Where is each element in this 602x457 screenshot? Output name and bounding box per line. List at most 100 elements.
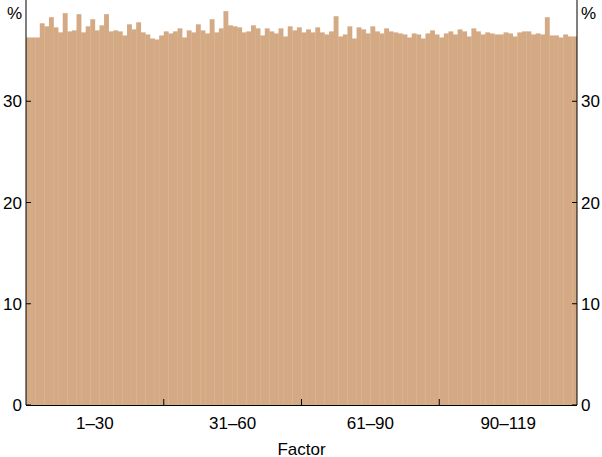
- bar: [283, 36, 288, 405]
- bar: [448, 31, 453, 405]
- bar: [453, 34, 458, 405]
- bar: [26, 37, 31, 405]
- bar: [375, 31, 380, 405]
- bar: [481, 34, 486, 405]
- bar: [141, 32, 146, 405]
- y-tick: [572, 405, 577, 406]
- bar: [31, 37, 36, 405]
- bar: [439, 37, 444, 405]
- bar: [72, 30, 77, 405]
- bar: [63, 13, 68, 405]
- y-tick-label: 30: [581, 92, 600, 111]
- bar: [536, 33, 541, 405]
- y-tick-label: 20: [581, 194, 600, 213]
- bar: [288, 26, 293, 405]
- bar: [205, 33, 210, 405]
- bar: [260, 35, 265, 405]
- bar: [237, 27, 242, 405]
- bar: [554, 35, 559, 405]
- x-tick-label: 31–60: [209, 414, 256, 433]
- bar: [545, 17, 550, 405]
- bar: [90, 19, 95, 405]
- y-tick-label: 10: [581, 295, 600, 314]
- x-tick-label: 90–119: [480, 414, 535, 433]
- bar: [214, 32, 219, 405]
- bar: [435, 34, 440, 405]
- bar: [67, 31, 72, 405]
- y-tick: [26, 303, 31, 304]
- bar: [338, 36, 343, 405]
- bar: [297, 27, 302, 405]
- bar: [311, 32, 316, 405]
- bar: [44, 26, 49, 405]
- bar: [444, 33, 449, 405]
- bar: [320, 32, 325, 405]
- bar: [182, 37, 187, 405]
- y-tick: [572, 101, 577, 102]
- bar: [504, 32, 509, 405]
- bar: [389, 31, 394, 405]
- chart: 00101020203030%%1–3031–6061–9090–119Fact…: [0, 0, 602, 457]
- bar: [347, 26, 352, 405]
- bar: [251, 25, 256, 405]
- bar: [407, 37, 412, 405]
- bar: [210, 19, 215, 405]
- bar: [292, 30, 297, 405]
- bar: [572, 36, 577, 405]
- bar: [196, 24, 201, 405]
- bar: [476, 31, 481, 405]
- bar: [490, 33, 495, 405]
- bar: [334, 16, 339, 405]
- bar: [416, 34, 421, 405]
- y-tick-label: 0: [581, 396, 590, 415]
- bar: [403, 34, 408, 405]
- y-label: %: [7, 4, 22, 23]
- bar: [366, 33, 371, 405]
- y-tick-label: 0: [13, 396, 22, 415]
- bar: [168, 33, 173, 405]
- bar: [517, 32, 522, 405]
- bar: [191, 32, 196, 405]
- y-tick-label: 30: [3, 92, 22, 111]
- x-tick: [163, 399, 164, 405]
- bar: [324, 34, 329, 405]
- bar: [104, 14, 109, 405]
- bar: [118, 31, 123, 405]
- bar: [549, 35, 554, 405]
- bar: [95, 30, 100, 405]
- bar: [200, 30, 205, 405]
- bar: [559, 37, 564, 405]
- bar: [343, 34, 348, 405]
- bar: [155, 39, 160, 405]
- bar: [279, 28, 284, 405]
- bar: [233, 26, 238, 405]
- bar: [145, 34, 150, 405]
- bar: [54, 27, 59, 405]
- bar: [329, 31, 334, 405]
- bar: [150, 38, 155, 405]
- bar: [462, 31, 467, 405]
- bar: [494, 34, 499, 405]
- bar: [425, 33, 430, 405]
- x-tick: [301, 399, 302, 405]
- bar: [274, 33, 279, 405]
- bar: [563, 34, 568, 405]
- bar: [86, 26, 91, 405]
- bar: [228, 25, 233, 405]
- bar: [246, 31, 251, 405]
- x-tick: [439, 399, 440, 405]
- y-tick: [26, 405, 31, 406]
- bar: [485, 32, 490, 405]
- bar: [430, 30, 435, 405]
- bar: [361, 29, 366, 405]
- bar: [471, 28, 476, 405]
- bar: [522, 31, 527, 405]
- bar: [526, 31, 531, 405]
- bar: [357, 27, 362, 405]
- bar: [531, 34, 536, 405]
- x-tick-label: 1–30: [76, 414, 114, 433]
- bar: [173, 31, 178, 405]
- bar: [265, 28, 270, 405]
- bars: [26, 11, 577, 405]
- bar: [81, 32, 86, 405]
